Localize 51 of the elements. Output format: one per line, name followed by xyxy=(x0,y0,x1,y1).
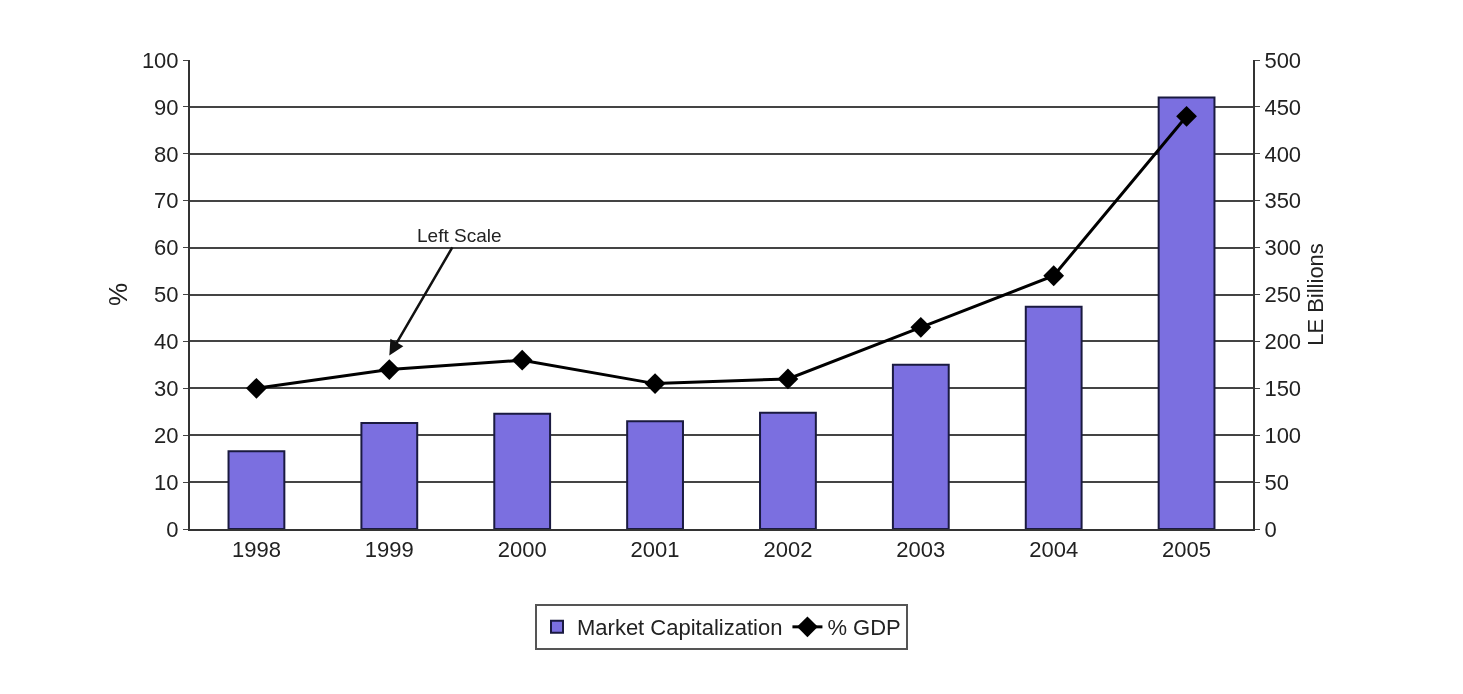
y-tick-label: 90 xyxy=(154,94,179,120)
y-axis-title: % xyxy=(103,282,133,307)
y-tick-label: 100 xyxy=(141,47,179,73)
legend-label: % GDP xyxy=(827,615,901,641)
y-tick-label: 30 xyxy=(154,376,179,401)
y-tick-label: 80 xyxy=(154,141,179,167)
bar xyxy=(759,411,817,529)
y-tick-label: 0 xyxy=(166,516,179,542)
y2-tick-label: 300 xyxy=(1264,235,1302,261)
y-tick-label: 10 xyxy=(154,469,179,495)
y-tick-label: 60 xyxy=(154,235,179,261)
y2-tick-label: 100 xyxy=(1264,422,1302,448)
annotation: Left Scale xyxy=(417,225,502,246)
y2-tick-label: 450 xyxy=(1264,94,1302,120)
y-tick-label: 50 xyxy=(154,282,179,308)
x-tick-label: 1998 xyxy=(231,537,281,563)
y-tick-label: 40 xyxy=(154,329,179,355)
y2-tick-label: 250 xyxy=(1264,282,1302,308)
point xyxy=(1176,105,1197,127)
y-tick-label: 20 xyxy=(154,422,179,448)
bar xyxy=(360,422,419,529)
x-tick-label: 1999 xyxy=(364,537,414,563)
y2-tick-label: 400 xyxy=(1264,141,1302,167)
point xyxy=(511,349,533,371)
point xyxy=(246,377,267,399)
y2-tick-label: 500 xyxy=(1264,47,1302,73)
x-tick-label: 2002 xyxy=(763,537,813,563)
x-tick-label: 2000 xyxy=(497,537,547,563)
x-tick-label: 2004 xyxy=(1029,537,1079,563)
bar xyxy=(626,420,684,529)
x-tick-label: 2005 xyxy=(1162,537,1212,563)
y-tick-label: 70 xyxy=(154,188,179,214)
y2-tick-label: 50 xyxy=(1264,469,1289,495)
point xyxy=(910,316,932,338)
bar xyxy=(1024,305,1083,529)
bar xyxy=(1157,96,1216,529)
y2-tick-label: 350 xyxy=(1264,188,1302,214)
y2-tick-label: 200 xyxy=(1264,329,1302,355)
x-tick-label: 2001 xyxy=(630,537,680,563)
y2-tick-label: 0 xyxy=(1264,516,1277,542)
legend-label: Market Capitalization xyxy=(577,615,783,641)
point xyxy=(777,368,799,390)
bar xyxy=(891,363,950,529)
bar xyxy=(493,412,552,529)
point xyxy=(644,373,666,395)
x-tick-label: 2003 xyxy=(896,537,946,563)
bar xyxy=(227,450,286,529)
point xyxy=(1043,265,1065,287)
y2-tick-label: 150 xyxy=(1264,376,1302,401)
y2-axis-title: LE Billions xyxy=(1303,243,1329,346)
point xyxy=(378,359,400,380)
